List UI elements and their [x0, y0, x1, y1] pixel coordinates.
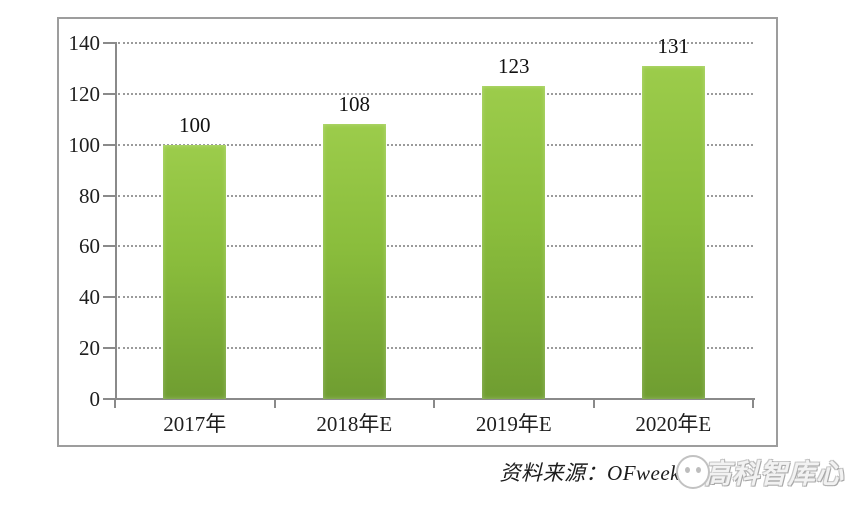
watermark-text: 高科智库心: [704, 459, 844, 489]
panda-logo-icon: [676, 454, 710, 489]
watermark: 高科智库心: [676, 452, 844, 491]
source-line: 资料来源：OFweek 高科智库心: [500, 452, 844, 491]
source-text: 资料来源：OFweek: [499, 460, 680, 485]
chart-frame: [57, 17, 778, 447]
